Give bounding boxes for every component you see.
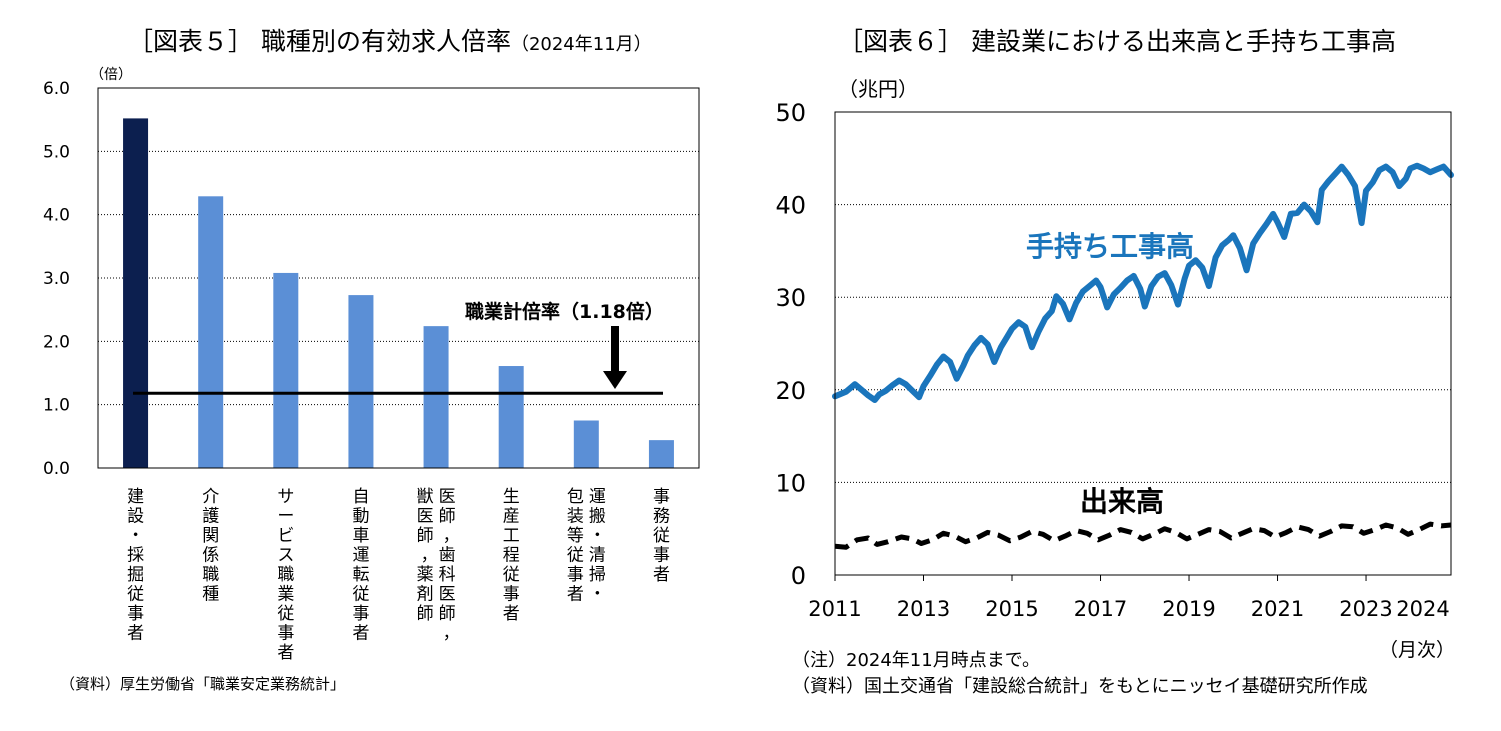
down-arrow-icon <box>603 326 627 389</box>
bar-y-tick-label: 0.0 <box>43 459 70 479</box>
bar-category-label: 包装等従事者 <box>567 487 584 605</box>
line-x-unit: （月次） <box>1379 639 1455 661</box>
bar <box>348 295 374 468</box>
series-label-output: 出来高 <box>1080 485 1164 518</box>
line-x-tick-label: 2017 <box>1074 597 1127 621</box>
line-x-tick-label: 2013 <box>897 597 950 621</box>
line-y-axis: 0 10 20 30 40 50 <box>775 99 806 590</box>
bar-category-label: 建設・採掘従事者 <box>127 487 144 644</box>
reference-annotation: 職業計倍率（1.18倍） <box>465 300 664 323</box>
chart6-source: （資料）国土交通省「建設総合統計」をもとにニッセイ基礎研究所作成 <box>792 676 1368 697</box>
line-x-tick-label: 2011 <box>808 597 861 621</box>
series-line-output <box>834 521 1452 550</box>
bar <box>123 118 149 469</box>
chart5-title-main: ［図表５］ 職種別の有効求人倍率 <box>128 27 511 56</box>
bar-y-tick-label: 6.0 <box>43 79 70 99</box>
bar-gridlines <box>98 150 699 406</box>
chart5-source: （資料）厚生労働省「職業安定業務統計」 <box>60 675 346 693</box>
bar-category-label: 介護関係職種 <box>202 487 219 605</box>
line-unit-label: （兆円） <box>838 77 918 101</box>
line-plot-frame <box>834 111 1452 576</box>
bar-y-axis: 0.0 1.0 2.0 3.0 4.0 5.0 6.0 <box>43 79 70 479</box>
bar-y-tick-label: 3.0 <box>43 269 70 289</box>
bar <box>648 440 674 468</box>
line-y-tick-label: 0 <box>791 562 806 590</box>
bar-y-tick-label: 1.0 <box>43 396 70 416</box>
line-gridlines <box>835 204 1451 483</box>
bar-category-label: 運搬・清掃・ <box>589 487 606 605</box>
line-y-tick-label: 10 <box>775 469 806 497</box>
bar-category-label: 事務従事者 <box>653 487 670 585</box>
bar-series <box>123 118 674 469</box>
bar-chart: 職業計倍率（1.18倍） 0.0 1.0 2.0 3.0 4.0 5.0 6.0 （倍） 建… <box>43 67 700 663</box>
bar-x-axis: 建設・採掘従事者 介護関係職種 サービス職業従事者 自動車運転従事者 医師，歯科医師，獣… <box>127 487 670 663</box>
bar <box>423 326 449 468</box>
line-x-tick-label: 2024 <box>1396 597 1449 621</box>
chart6-note: （注）2024年11月時点まで。 <box>792 650 1040 671</box>
bar-y-tick-label: 4.0 <box>43 206 70 226</box>
bar-y-tick-label: 2.0 <box>43 332 70 352</box>
bar-unit-label: （倍） <box>90 67 132 83</box>
bar-y-tick-label: 5.0 <box>43 142 70 162</box>
line-x-tick-label: 2015 <box>985 597 1038 621</box>
bar-category-label: 獣医師，薬剤師 <box>417 487 438 624</box>
bar-category-label: 医師，歯科医師， <box>439 487 460 644</box>
line-x-tick-label: 2023 <box>1339 597 1392 621</box>
chart5-title: ［図表５］ 職種別の有効求人倍率（2024年11月） <box>128 22 652 58</box>
bar <box>273 272 299 468</box>
bar <box>573 420 599 468</box>
bar-category-label: サービス職業従事者 <box>277 487 294 663</box>
line-y-tick-label: 50 <box>775 99 806 127</box>
line-x-tick-label: 2019 <box>1162 597 1215 621</box>
chart6-title: ［図表６］ 建設業における出来高と手持ち工事高 <box>838 27 1396 56</box>
line-y-tick-label: 40 <box>775 192 806 220</box>
line-y-tick-label: 20 <box>775 377 806 405</box>
line-y-tick-label: 30 <box>775 284 806 312</box>
bar-category-label: 自動車運転従事者 <box>352 487 369 644</box>
bar-category-label: 生産工程従事者 <box>503 487 520 624</box>
bar-plot-frame <box>97 87 700 469</box>
line-x-tick-label: 2021 <box>1251 597 1304 621</box>
line-chart: 0 10 20 30 40 50 2011 2013 2015 2017 2019 2021 2023… <box>775 77 1455 661</box>
bar <box>198 196 224 469</box>
series-line-backlog <box>832 162 1454 403</box>
bar <box>498 366 524 468</box>
line-x-axis: 2011 2013 2015 2017 2019 2021 2023 2024 <box>808 575 1450 621</box>
chart5-title-sub: （2024年11月） <box>510 34 652 55</box>
series-label-backlog: 手持ち工事高 <box>1026 230 1194 263</box>
